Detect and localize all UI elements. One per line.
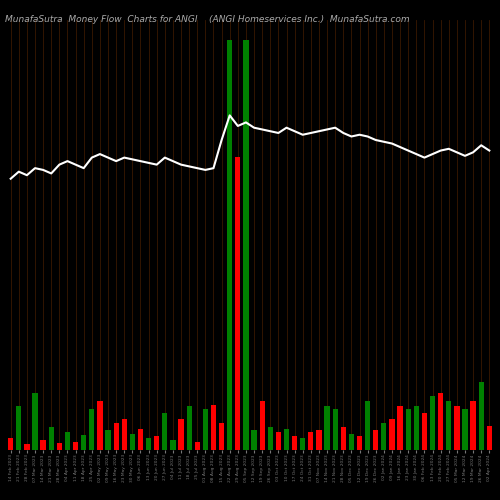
- Bar: [194, 442, 200, 450]
- Bar: [227, 40, 232, 450]
- Bar: [357, 436, 362, 450]
- Bar: [211, 405, 216, 450]
- Bar: [154, 436, 160, 450]
- Bar: [422, 413, 427, 450]
- Bar: [24, 444, 29, 450]
- Bar: [252, 430, 256, 450]
- Bar: [98, 401, 102, 450]
- Bar: [114, 422, 119, 450]
- Bar: [454, 406, 460, 450]
- Bar: [373, 430, 378, 450]
- Bar: [56, 443, 62, 450]
- Bar: [430, 396, 435, 450]
- Bar: [32, 394, 38, 450]
- Bar: [106, 430, 110, 450]
- Bar: [292, 436, 298, 450]
- Text: MunafaSutra  Money Flow  Charts for ANGI    (ANGI Homeservices Inc.)  MunafaSutr: MunafaSutra Money Flow Charts for ANGI (…: [5, 15, 409, 24]
- Bar: [406, 409, 411, 450]
- Bar: [349, 434, 354, 450]
- Bar: [178, 418, 184, 450]
- Bar: [268, 426, 273, 450]
- Bar: [8, 438, 14, 450]
- Bar: [276, 432, 281, 450]
- Bar: [122, 418, 127, 450]
- Bar: [186, 406, 192, 450]
- Bar: [340, 426, 346, 450]
- Bar: [316, 430, 322, 450]
- Bar: [308, 432, 314, 450]
- Bar: [284, 428, 289, 450]
- Bar: [130, 434, 135, 450]
- Bar: [235, 157, 240, 450]
- Bar: [446, 401, 452, 450]
- Bar: [162, 413, 168, 450]
- Bar: [462, 409, 468, 450]
- Bar: [81, 436, 86, 450]
- Bar: [73, 442, 78, 450]
- Bar: [260, 401, 265, 450]
- Bar: [398, 406, 402, 450]
- Bar: [332, 409, 338, 450]
- Bar: [146, 438, 151, 450]
- Bar: [89, 409, 94, 450]
- Bar: [202, 409, 208, 450]
- Bar: [381, 422, 386, 450]
- Bar: [244, 40, 248, 450]
- Bar: [48, 426, 54, 450]
- Bar: [470, 401, 476, 450]
- Bar: [170, 440, 175, 450]
- Bar: [138, 428, 143, 450]
- Bar: [40, 440, 46, 450]
- Bar: [438, 394, 444, 450]
- Bar: [414, 406, 419, 450]
- Bar: [65, 432, 70, 450]
- Bar: [300, 438, 306, 450]
- Bar: [219, 422, 224, 450]
- Bar: [486, 426, 492, 450]
- Bar: [324, 406, 330, 450]
- Bar: [365, 401, 370, 450]
- Bar: [478, 382, 484, 450]
- Bar: [16, 406, 22, 450]
- Bar: [390, 418, 394, 450]
